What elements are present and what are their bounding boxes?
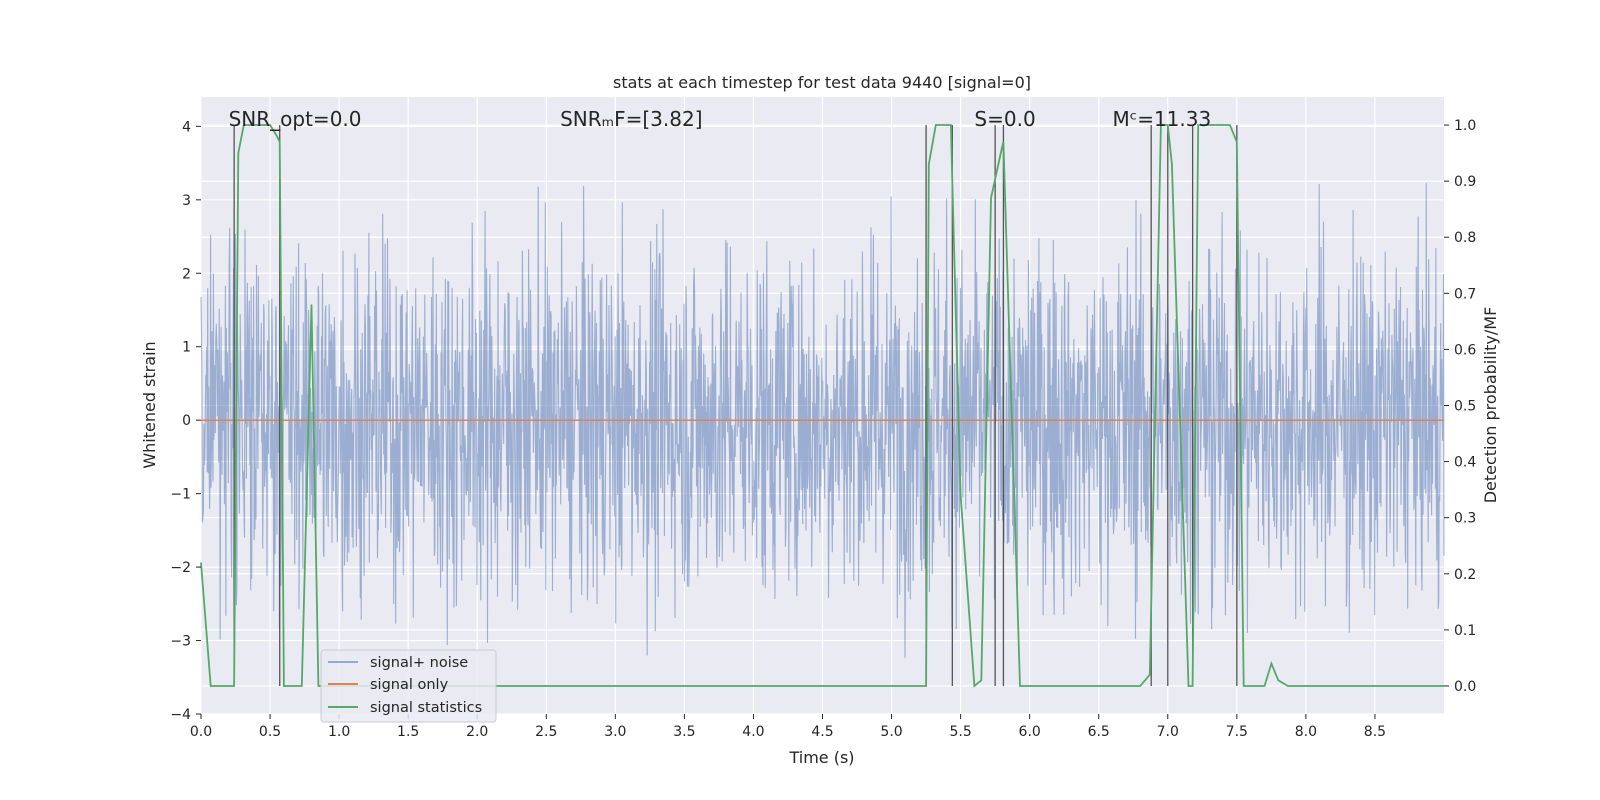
y-right-tick-label: 0.8 (1454, 230, 1476, 246)
x-tick-label: 5.5 (949, 724, 971, 740)
signal-statistics-series (200, 124, 1444, 688)
x-tick-label: 1.0 (328, 724, 350, 740)
y-right-tick-label: 0.0 (1454, 679, 1476, 695)
x-tick-label: 1.5 (397, 724, 419, 740)
signal-statistics-line (200, 124, 1444, 688)
y-right-tick-label: 0.6 (1454, 342, 1476, 358)
y-right-axis-label: Detection probability/MF (1481, 307, 1500, 504)
annotations: SNR_opt=0.0 SNRₘF=[3.82] S=0.0 Mᶜ=11.33 (229, 107, 1212, 131)
y-right-tick-label: 0.7 (1454, 286, 1476, 302)
x-tick-label: 6.0 (1019, 724, 1041, 740)
y-right-tick-label: 1.0 (1454, 118, 1476, 134)
annotation-text: S=0.0 (974, 107, 1035, 131)
y-right-axis-ticks: 1.0 0.9 0.8 0.7 0.6 0.5 0.4 0.3 0.2 0.1 0.0 (1444, 118, 1476, 695)
x-tick-label: 5.0 (880, 724, 902, 740)
y-tick-label: −2 (170, 560, 191, 576)
annotation-text: SNRₘF=[3.82] (560, 107, 702, 131)
y-right-tick-label: 0.2 (1454, 567, 1476, 583)
y-tick-label: 2 (182, 266, 191, 282)
y-right-tick-label: 0.9 (1454, 174, 1476, 190)
annotation-text: SNR_opt=0.0 (229, 107, 362, 131)
y-tick-label: 4 (182, 119, 191, 135)
y-tick-label: −4 (170, 707, 191, 723)
y-right-tick-label: 0.4 (1454, 455, 1476, 471)
x-axis-ticks: 0.0 0.5 1.0 1.5 2.0 2.5 3.0 3.5 4.0 4.5 5.0 5.5 6.0 6… (190, 714, 1386, 740)
y-right-tick-label: 0.3 (1454, 511, 1476, 527)
x-tick-label: 2.0 (466, 724, 488, 740)
y-axis-label: Whitened strain (140, 341, 159, 468)
x-tick-label: 7.5 (1226, 724, 1248, 740)
y-right-tick-label: 0.5 (1454, 399, 1476, 415)
y-tick-label: 0 (182, 413, 191, 429)
x-tick-label: 0.5 (259, 724, 281, 740)
y-tick-label: 3 (182, 193, 191, 209)
legend: signal+ noise signal only signal statist… (320, 649, 497, 723)
legend-label-signal-noise: signal+ noise (370, 655, 468, 671)
x-tick-label: 4.5 (811, 724, 833, 740)
legend-box (320, 649, 497, 723)
x-tick-label: 2.5 (535, 724, 557, 740)
legend-label-signal-statistics: signal statistics (370, 700, 482, 716)
y-right-tick-label: 0.1 (1454, 623, 1476, 639)
x-tick-label: 7.0 (1157, 724, 1179, 740)
x-tick-label: 0.0 (190, 724, 212, 740)
x-tick-label: 3.5 (673, 724, 695, 740)
x-tick-label: 8.0 (1295, 724, 1317, 740)
y-tick-label: −3 (170, 634, 191, 650)
x-tick-label: 4.0 (742, 724, 764, 740)
y-axis-ticks: 4 3 2 1 0 −1 −2 −3 −4 (170, 119, 201, 723)
chart-title: stats at each timestep for test data 944… (613, 73, 1031, 92)
y-tick-label: −1 (170, 487, 191, 503)
legend-label-signal-only: signal only (370, 677, 449, 693)
x-tick-label: 8.5 (1364, 724, 1386, 740)
x-tick-label: 3.0 (604, 724, 626, 740)
y-tick-label: 1 (182, 340, 191, 356)
annotation-text: Mᶜ=11.33 (1113, 107, 1212, 131)
x-axis-label: Time (s) (788, 748, 854, 767)
x-tick-label: 6.5 (1088, 724, 1110, 740)
